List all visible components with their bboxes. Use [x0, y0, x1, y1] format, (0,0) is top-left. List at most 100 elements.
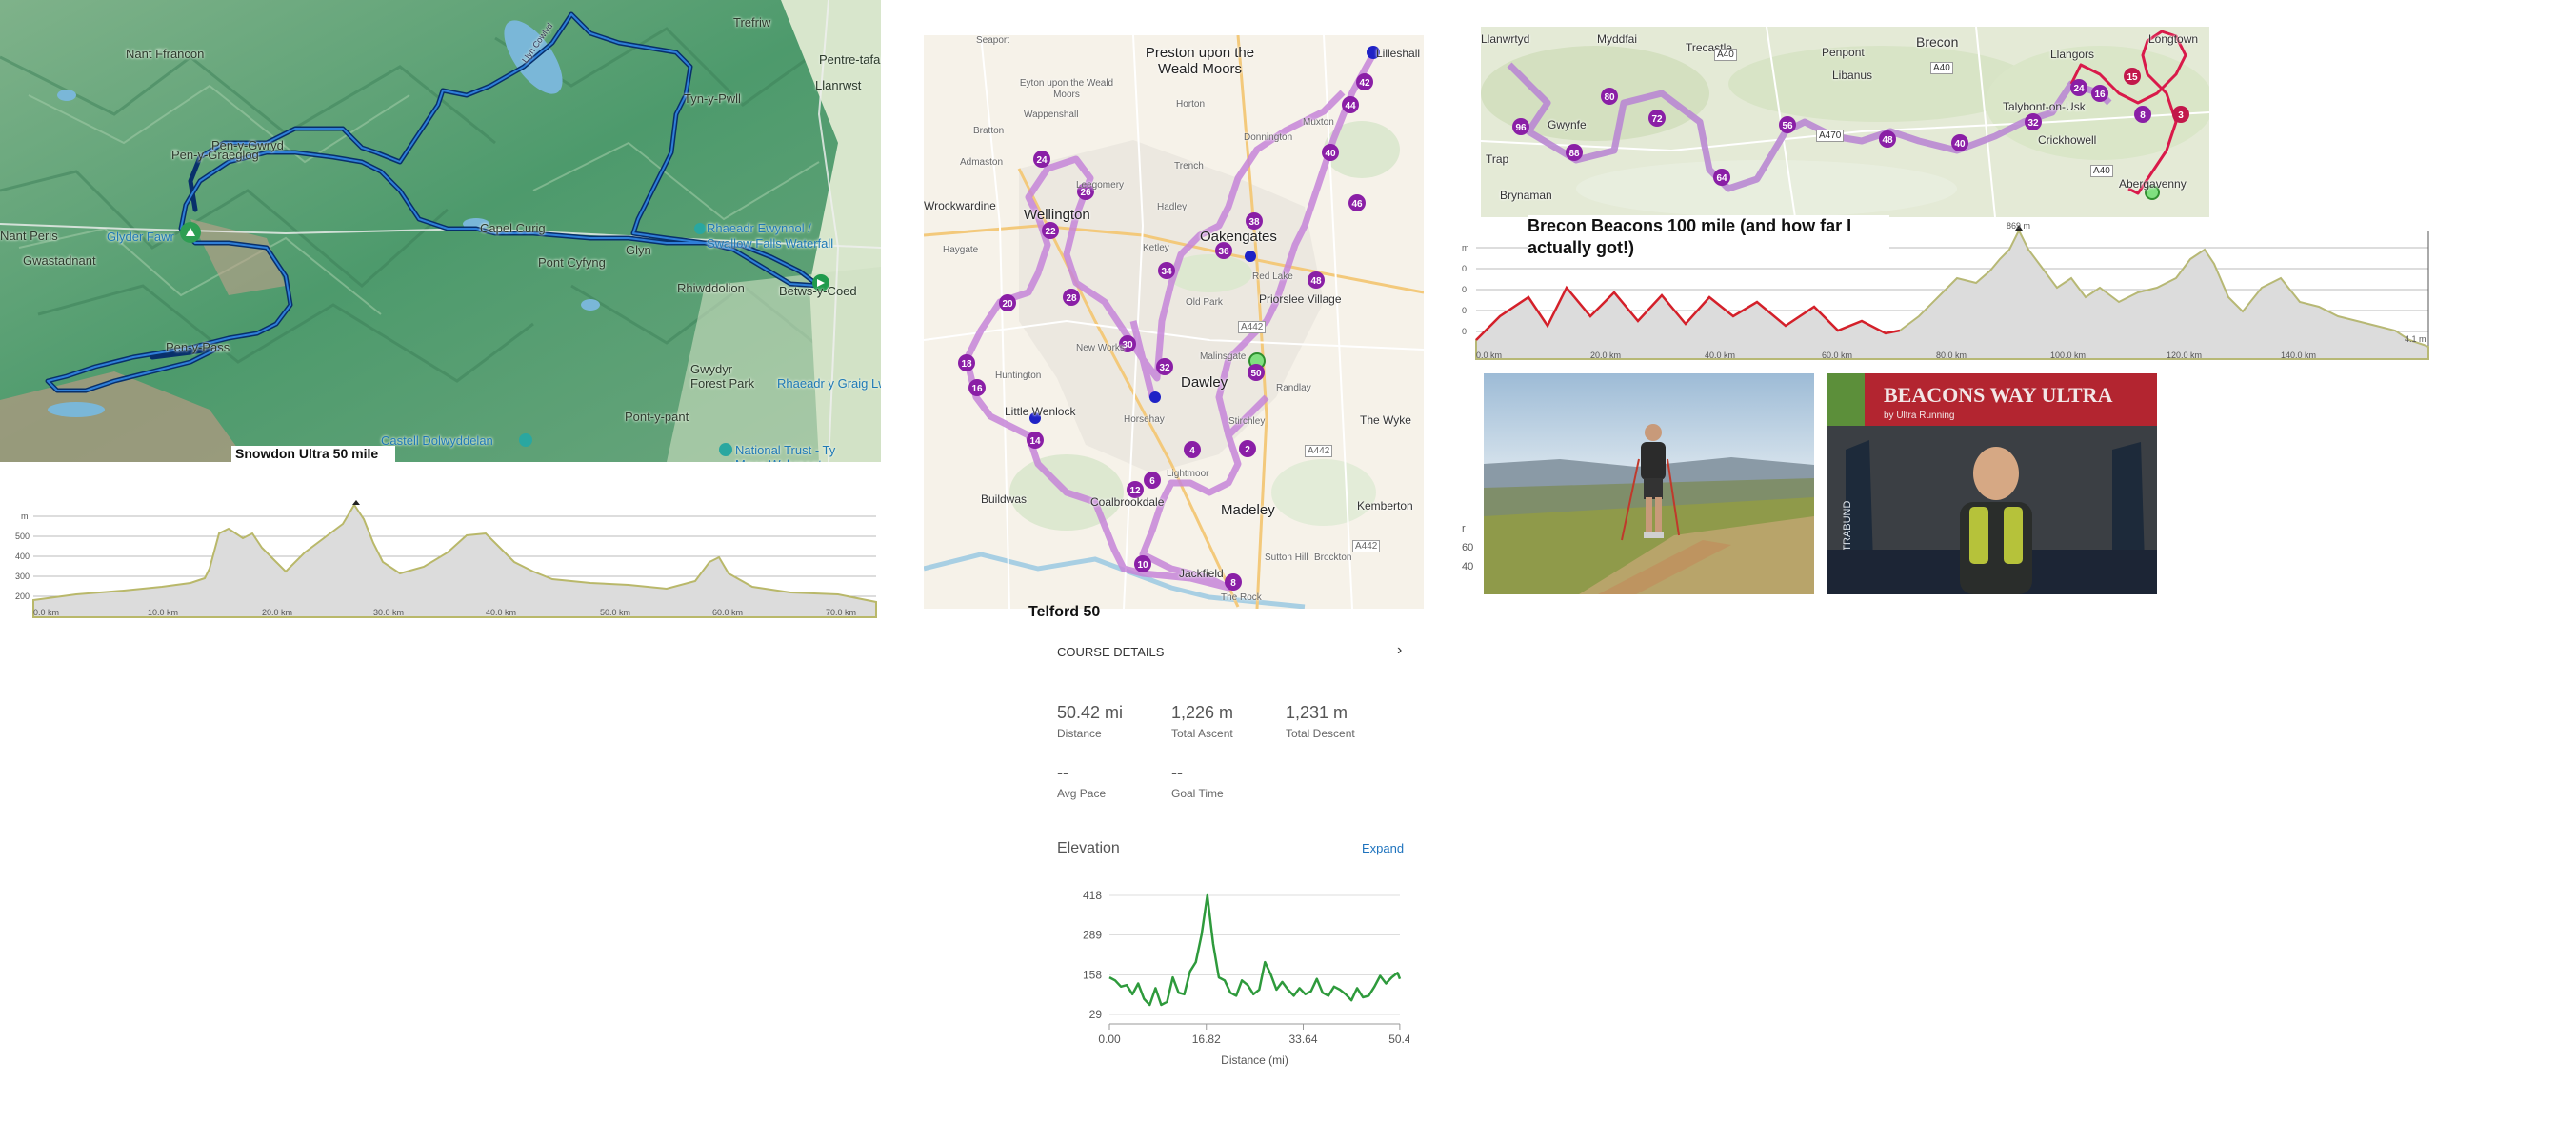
checkpoint-marker[interactable] [1119, 335, 1136, 352]
checkpoint-label: 64 [1716, 173, 1727, 184]
checkpoint-marker[interactable] [1348, 194, 1366, 211]
snowdon-terrain [0, 0, 881, 462]
x-tick: 40.0 km [486, 608, 516, 617]
checkpoint-label: 32 [2027, 118, 2039, 129]
y-tick-label: 29 [1089, 1008, 1103, 1021]
telford-checkpoints: 2468101214161820222426283032343638404244… [958, 73, 1373, 591]
checkpoint-label: 34 [1161, 267, 1172, 277]
checkpoint-marker[interactable] [1027, 432, 1044, 449]
checkpoint-marker[interactable] [1063, 289, 1080, 306]
x-tick: 120.0 km [2167, 351, 2202, 360]
place-label: Admaston [960, 157, 1004, 168]
place-label: Lightmoor [1167, 469, 1209, 479]
checkpoint-marker[interactable] [1512, 118, 1529, 135]
checkpoint-marker[interactable] [1342, 96, 1359, 113]
telford-route-map[interactable]: 2 4 6 8 10 12 14 16 18 20 22 24 26 28 30 32 34 36 38 40 42 44… [924, 35, 1424, 609]
snowdon-route-map[interactable]: Nant Ffrancon Trefriw Pentre-tafarn Llan… [0, 0, 881, 462]
checkpoint-marker[interactable] [1566, 144, 1583, 161]
checkpoint-marker[interactable] [1077, 183, 1094, 200]
place-label: Haygate [943, 245, 979, 255]
place-label: Red Lake [1252, 271, 1293, 282]
place-label: Donnington [1244, 132, 1293, 143]
stat-label: Total Ascent [1171, 727, 1233, 740]
checkpoint-marker[interactable] [968, 379, 986, 396]
checkpoint-label: 46 [1351, 199, 1363, 210]
checkpoint-label: 16 [2094, 90, 2106, 100]
road-shield: A40 [2090, 165, 2113, 177]
x-tick: 140.0 km [2281, 351, 2316, 360]
place-label: Crickhowell [2038, 133, 2097, 147]
checkpoint-marker[interactable] [1246, 212, 1263, 230]
checkpoint-marker[interactable] [1156, 358, 1173, 375]
runner-figure [1621, 424, 1680, 541]
checkpoint-marker[interactable] [1322, 144, 1339, 161]
checkpoint-marker[interactable] [1158, 262, 1175, 279]
peak-label: 869 m [2007, 221, 2030, 231]
place-label: Madeley [1221, 502, 1275, 518]
place-label: Pen-y-Graeglog [171, 148, 259, 162]
checkpoint-marker[interactable] [1033, 151, 1050, 168]
checkpoint-label: 38 [1248, 217, 1260, 228]
place-label: Leegomery [1076, 180, 1125, 191]
place-label: Nant Ffrancon [126, 47, 205, 61]
snowdon-elevation-profile: m 500 400 300 200 0.0 km 10.0 km 20.0 km… [15, 500, 877, 618]
checkpoint-marker[interactable] [2172, 106, 2189, 123]
checkpoint-marker[interactable] [2025, 113, 2042, 130]
checkpoint-marker[interactable] [2070, 79, 2087, 96]
brecon-route-map[interactable]: 96 88 80 72 64 56 48 40 32 24 16 8 15 3 Llanwrtyd Myd… [1481, 27, 2209, 217]
chevron-right-icon[interactable]: › [1397, 642, 1403, 658]
checkpoint-marker[interactable] [999, 294, 1016, 311]
checkpoint-marker[interactable] [1215, 242, 1232, 259]
checkpoint-marker[interactable] [958, 354, 975, 371]
checkpoint-marker[interactable] [1951, 134, 1968, 151]
place-label: The Rock [1221, 592, 1262, 603]
place-label: Seaport [976, 35, 1010, 46]
brecon-elevation-profile: 869 m 4.1 m m 0 0 0 0 0.0 km 20.0 km 40.… [1462, 221, 2429, 360]
place-label: Wrockwardine [924, 199, 996, 212]
x-tick-label: 16.82 [1192, 1033, 1221, 1046]
checkpoint-marker[interactable] [1648, 110, 1666, 127]
checkpoint-label: 2 [1245, 445, 1250, 455]
checkpoint-marker[interactable] [1248, 364, 1265, 381]
poi-label[interactable]: Rhaeadr y Graig Lwyd [777, 376, 881, 391]
checkpoint-label: 18 [961, 359, 972, 370]
checkpoint-marker[interactable] [1713, 169, 1730, 186]
checkpoint-marker[interactable] [1239, 440, 1256, 457]
checkpoint-marker[interactable] [1601, 88, 1618, 105]
stat-value: 50.42 mi [1057, 703, 1124, 722]
telford-start-marker[interactable] [1367, 46, 1380, 59]
poi-label[interactable]: National Trust - Ty Mawr Wybrnant [735, 443, 836, 462]
brecon-start-marker[interactable] [2145, 185, 2160, 200]
poi-label[interactable]: Rhaeadr Ewynnol / Swallow Falls Waterfal… [707, 221, 834, 251]
stat-avg-pace: -- Avg Pace [1057, 763, 1171, 800]
checkpoint-marker[interactable] [1042, 222, 1059, 239]
checkpoint-marker[interactable] [1779, 116, 1796, 133]
checkpoint-marker[interactable] [1225, 573, 1242, 591]
checkpoint-marker[interactable] [1184, 441, 1201, 458]
expand-link[interactable]: Expand [1362, 841, 1405, 855]
x-tick: 40.0 km [1705, 351, 1735, 360]
checkpoint-marker[interactable] [1879, 130, 1896, 148]
brecon-caption: Brecon Beacons 100 mile (and how far I a… [1528, 215, 1889, 259]
checkpoint-label: 30 [1122, 340, 1133, 351]
place-label: Trench [1174, 161, 1204, 171]
checkpoint-marker[interactable] [2134, 106, 2151, 123]
checkpoint-marker[interactable] [1134, 555, 1151, 572]
y-tick: 500 [15, 532, 30, 541]
checkpoint-label: 72 [1651, 114, 1663, 125]
place-label: Tyn-y-Pwll [684, 91, 741, 106]
checkpoint-marker[interactable] [2124, 68, 2141, 85]
poi-label[interactable]: Castell Dolwyddelan [381, 433, 493, 448]
stat-value: 1,231 m [1286, 703, 1348, 722]
place-label: Muxton [1303, 117, 1334, 128]
telford-basemap: 2468101214161820222426283032343638404244… [924, 35, 1424, 609]
checkpoint-marker[interactable] [1127, 481, 1144, 498]
y-tick: m [1462, 243, 1469, 252]
checkpoint-marker[interactable] [2091, 85, 2108, 102]
checkpoint-marker[interactable] [1144, 472, 1161, 489]
checkpoint-marker[interactable] [1356, 73, 1373, 90]
checkpoint-marker[interactable] [1308, 271, 1325, 289]
y-tick: 0 [1462, 264, 1467, 273]
checkpoint-label: 44 [1345, 101, 1356, 111]
place-label: Llanrwst [815, 78, 862, 92]
